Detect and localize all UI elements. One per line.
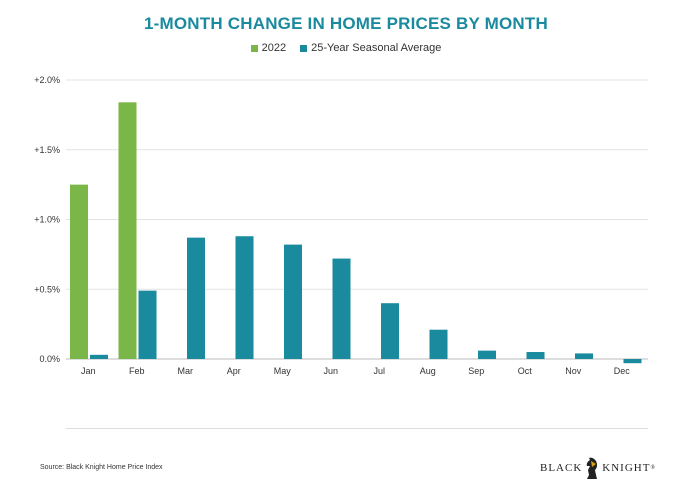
bar-seasonal-average-nov (575, 353, 593, 359)
y-tick-label: 0.0% (39, 354, 60, 364)
bar-seasonal-average-mar (187, 237, 205, 359)
legend-item-seasonal-average: 25-Year Seasonal Average (300, 42, 441, 54)
bar-seasonal-average-may (284, 244, 302, 359)
y-tick-label: +1.0% (34, 215, 60, 225)
legend-swatch-2022 (250, 44, 258, 52)
bar-seasonal-average-jul (381, 303, 399, 359)
x-tick-label-may: May (274, 366, 292, 376)
chart-title: 1-MONTH CHANGE IN HOME PRICES BY MONTH (144, 14, 548, 33)
chart-legend: 2022 25-Year Seasonal Average (0, 42, 692, 54)
source-note: Source: Black Knight Home Price Index (40, 464, 163, 471)
bar-seasonal-average-jan (90, 354, 108, 359)
bar-2022-jan (70, 184, 88, 359)
legend-label-2022: 2022 (261, 42, 287, 54)
bar-2022-feb (118, 102, 137, 359)
legend-label-seasonal-average: 25-Year Seasonal Average (311, 42, 442, 54)
x-tick-label-mar: Mar (178, 366, 194, 376)
bar-seasonal-average-dec (623, 359, 642, 364)
y-tick-label: +1.5% (34, 145, 60, 155)
x-tick-label-feb: Feb (129, 366, 145, 376)
bar-seasonal-average-oct (526, 352, 545, 359)
y-tick-label: +0.5% (34, 284, 60, 294)
bar-seasonal-average-feb (138, 290, 157, 359)
x-tick-label-aug: Aug (420, 366, 436, 376)
logo-text-left: BLACK (540, 462, 583, 474)
bar-seasonal-average-aug (429, 329, 448, 359)
x-tick-label-oct: Oct (518, 366, 533, 376)
legend-item-2022: 2022 (250, 42, 287, 54)
knight-chess-piece-icon (587, 457, 598, 479)
x-tick-label-nov: Nov (565, 366, 582, 376)
bar-seasonal-average-sep (478, 350, 496, 359)
black-knight-logo: BLACK KNIGHT ® (540, 455, 656, 481)
logo-trademark: ® (650, 465, 657, 471)
bar-seasonal-average-apr (235, 236, 254, 359)
y-tick-label: +2.0% (34, 75, 60, 85)
x-tick-label-jul: Jul (373, 366, 385, 376)
x-tick-label-sep: Sep (468, 366, 484, 376)
x-tick-label-jun: Jun (323, 366, 338, 376)
bar-seasonal-average-jun (332, 258, 351, 359)
x-tick-label-dec: Dec (614, 366, 631, 376)
footer-divider (66, 428, 648, 429)
logo-text-right: KNIGHT (602, 462, 651, 474)
x-tick-label-jan: Jan (81, 366, 96, 376)
x-tick-label-apr: Apr (227, 366, 241, 376)
legend-swatch-seasonal-average (300, 44, 308, 52)
